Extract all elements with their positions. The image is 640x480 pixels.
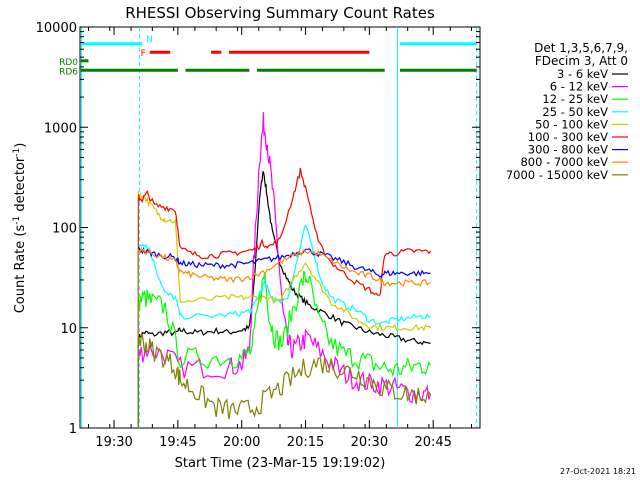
- series-line-9: [137, 331, 432, 420]
- y-axis-label-part2: detector: [13, 156, 28, 216]
- y-tick-label: 1: [69, 422, 77, 437]
- y-tick-label: 100: [52, 222, 77, 237]
- x-axis-label: Start Time (23-Mar-15 19:19:02): [175, 456, 386, 471]
- footer-timestamp: 27-Oct-2021 18:21: [560, 467, 636, 476]
- series-line-8: [137, 246, 431, 288]
- y-axis-label-sup2: -1: [12, 148, 22, 157]
- flag-label-n: N: [146, 35, 153, 45]
- legend-label-9: 7000 - 15000 keV: [506, 168, 608, 182]
- legend-label-3: 12 - 25 keV: [542, 92, 608, 106]
- x-tick-label: 20:15: [287, 435, 324, 450]
- legend-label-4: 25 - 50 keV: [542, 105, 608, 119]
- x-tick-label: 20:45: [414, 435, 451, 450]
- series-line-6: [137, 168, 432, 296]
- y-axis-label: Count Rate (s-1 detector-1): [12, 143, 28, 314]
- chart-title: RHESSI Observing Summary Count Rates: [125, 4, 435, 22]
- y-axis-label-sup1: -1: [12, 216, 22, 225]
- series-layer: [137, 112, 432, 428]
- legend-label-6: 100 - 300 keV: [528, 130, 608, 144]
- y-tick-label: 10000: [36, 21, 77, 36]
- series-line-3: [137, 270, 432, 378]
- legend-label-1: 3 - 6 keV: [557, 67, 608, 81]
- x-tick-label: 19:30: [95, 435, 132, 450]
- axes-layer: 1 10 100 1000 10000 19:30 19:45 20:00 20:15 20:30…: [36, 21, 480, 450]
- series-line-1: [137, 171, 431, 346]
- legend-label-5: 50 - 100 keV: [535, 117, 608, 131]
- flag-label-f: F: [141, 49, 146, 59]
- flag-label-rd0: RD0: [59, 58, 78, 68]
- x-tick-label: 20:00: [223, 435, 260, 450]
- series-line-2: [137, 112, 432, 404]
- y-axis-label-part3: ): [13, 143, 28, 148]
- x-tick-label: 19:45: [159, 435, 196, 450]
- x-tick-label: 20:30: [351, 435, 388, 450]
- legend-label-2: 6 - 12 keV: [550, 80, 608, 94]
- legend-header-line2: FDecim 3, Att 0: [535, 54, 628, 68]
- legend-label-8: 800 - 7000 keV: [520, 155, 608, 169]
- y-tick-label: 1000: [44, 121, 77, 136]
- series-line-5: [137, 191, 431, 332]
- legend-header-line1: Det 1,3,5,6,7,9,: [534, 41, 628, 55]
- legend-label-7: 300 - 800 keV: [528, 143, 608, 157]
- y-tick-label: 10: [60, 322, 77, 337]
- y-axis-label-part1: Count Rate (s: [13, 225, 28, 314]
- flag-label-rd6: RD6: [59, 67, 78, 77]
- legend: Det 1,3,5,6,7,9, FDecim 3, Att 0 3 - 6 k…: [506, 41, 628, 182]
